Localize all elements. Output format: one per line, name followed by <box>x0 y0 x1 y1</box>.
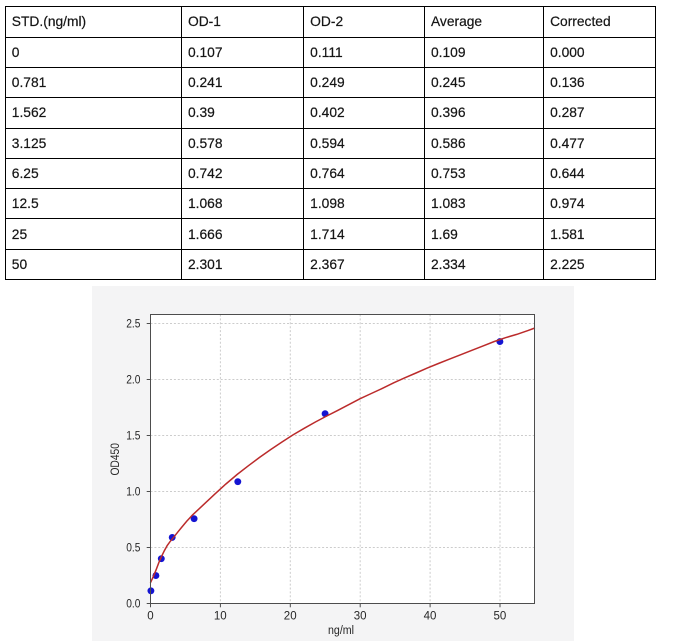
svg-text:0.5: 0.5 <box>126 543 140 555</box>
svg-text:10: 10 <box>214 611 227 623</box>
svg-text:2.0: 2.0 <box>126 375 140 387</box>
svg-text:50: 50 <box>494 611 507 623</box>
svg-text:40: 40 <box>424 611 437 623</box>
svg-text:1.0: 1.0 <box>126 487 140 499</box>
svg-text:30: 30 <box>354 611 367 623</box>
svg-text:ng/ml: ng/ml <box>328 625 354 637</box>
svg-text:2.5: 2.5 <box>126 319 140 331</box>
svg-text:OD450: OD450 <box>110 443 122 476</box>
svg-text:0.0: 0.0 <box>126 599 140 611</box>
svg-text:1.5: 1.5 <box>126 431 140 443</box>
svg-text:20: 20 <box>284 611 297 623</box>
svg-text:0: 0 <box>147 611 153 623</box>
